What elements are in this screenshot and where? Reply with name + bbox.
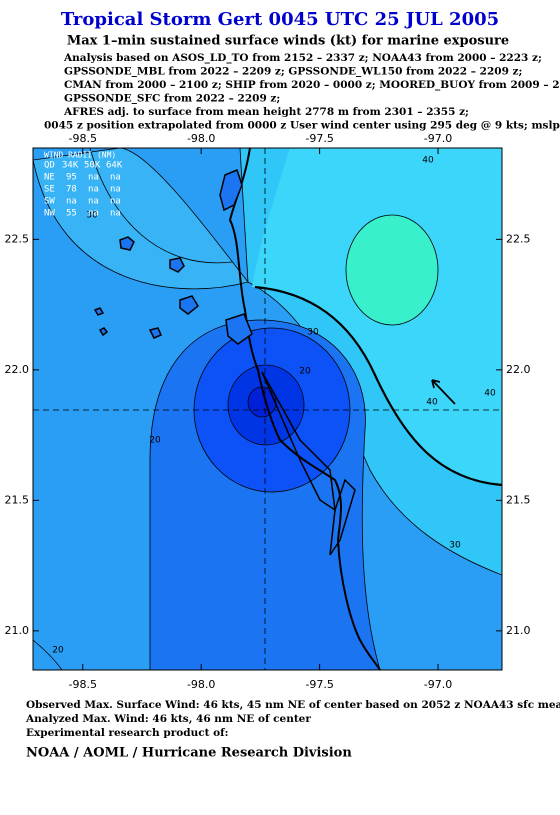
y-tick-label: 22.0 — [5, 363, 30, 376]
footer: Observed Max. Surface Wind: 46 kts, 45 n… — [25, 699, 560, 761]
contour-labels: 40 30 30 20 20 40 40 30 20 — [52, 156, 496, 656]
analysis-line: Analysis based on ASOS_LD_TO from 2152 –… — [63, 52, 542, 65]
wind-radii-cell: na — [88, 185, 99, 195]
x-tick-label: -97.0 — [424, 132, 452, 145]
y-tick-label: 22.5 — [506, 232, 531, 245]
y-tick-label: 21.0 — [506, 624, 531, 637]
analysis-text: Analysis based on ASOS_LD_TO from 2152 –… — [44, 52, 560, 132]
contour-label: 30 — [86, 211, 98, 221]
wind-radii-cell: NW — [44, 209, 55, 219]
contour-label: 30 — [307, 328, 319, 338]
footer-line: NOAA / AOML / Hurricane Research Divisio… — [26, 746, 352, 761]
x-tick-label: -97.0 — [424, 678, 452, 691]
contour-label: 40 — [484, 389, 496, 399]
wind-radii-header: QD — [44, 161, 55, 171]
footer-line: Analyzed Max. Wind: 46 kts, 46 nm NE of … — [25, 713, 311, 725]
wind-radii-table: WIND RADII (NM)QD 34K 50K 64K NE 95 na na SE 78 na… — [44, 151, 123, 219]
wind-radii-cell: na — [110, 209, 121, 219]
wind-radii-cell: na — [110, 173, 121, 183]
contour-label: 40 — [422, 156, 434, 166]
footer-line: Experimental research product of: — [26, 727, 229, 739]
analysis-line: AFRES adj. to surface from mean height 2… — [63, 106, 469, 118]
x-tick-label: -98.5 — [69, 132, 97, 145]
y-tick-label: 21.5 — [5, 493, 30, 506]
wind-radii-cell: na — [88, 173, 99, 183]
contour-label: 20 — [52, 646, 64, 656]
wind-radii-cell: NE — [44, 173, 55, 183]
x-tick-label: -98.0 — [187, 132, 215, 145]
wind-radii-cell: SE — [44, 185, 55, 195]
contour-label: 20 — [149, 436, 161, 446]
footer-line: Observed Max. Surface Wind: 46 kts, 45 n… — [26, 699, 560, 711]
x-tick-label: -97.5 — [305, 132, 333, 145]
wind-radii-cell: SW — [44, 197, 55, 207]
wind-radii-header: 34K — [62, 161, 79, 171]
x-tick-label: -97.5 — [305, 678, 333, 691]
wind-radii-cell: 95 — [66, 173, 77, 183]
wind-radii-cell: na — [66, 197, 77, 207]
y-tick-label: 22.0 — [506, 363, 531, 376]
wind-radii-title: WIND RADII (NM) — [44, 151, 116, 160]
contour-label: 20 — [299, 367, 311, 377]
wind-radii-cell: 55 — [66, 209, 77, 219]
wind-radii-cell: 78 — [66, 185, 77, 195]
contour-label: 30 — [449, 541, 461, 551]
contour-field — [33, 148, 502, 670]
analysis-line: GPSSONDE_SFC from 2022 – 2209 z; — [64, 93, 280, 106]
y-tick-label: 21.5 — [506, 493, 531, 506]
wind-radii-cell: na — [110, 197, 121, 207]
wind-radii-cell: na — [88, 197, 99, 207]
analysis-line: 0045 z position extrapolated from 0000 z… — [44, 120, 560, 132]
title: Tropical Storm Gert 0045 UTC 25 JUL 2005 — [61, 9, 499, 30]
wind-radii-cell: na — [88, 209, 99, 219]
wind-radii-cell: na — [110, 185, 121, 195]
wind-radii-header: 64K — [106, 161, 123, 171]
x-tick-label: -98.0 — [187, 678, 215, 691]
plot-frame — [32, 147, 503, 671]
y-tick-label: 21.0 — [5, 624, 30, 637]
subtitle: Max 1–min sustained surface winds (kt) f… — [67, 34, 509, 49]
analysis-line: GPSSONDE_MBL from 2022 – 2209 z; GPSSOND… — [64, 66, 522, 79]
analysis-line: CMAN from 2000 – 2100 z; SHIP from 2020 … — [64, 79, 560, 92]
x-tick-label: -98.5 — [69, 678, 97, 691]
wind-radii-header: 50K — [84, 161, 101, 171]
contour-label: 40 — [426, 398, 438, 408]
axes: -98.5 -98.5 -98.0 -98.0 -97.5 -97.5 -97.0 -97.0… — [5, 132, 531, 691]
y-tick-label: 22.5 — [5, 232, 30, 245]
